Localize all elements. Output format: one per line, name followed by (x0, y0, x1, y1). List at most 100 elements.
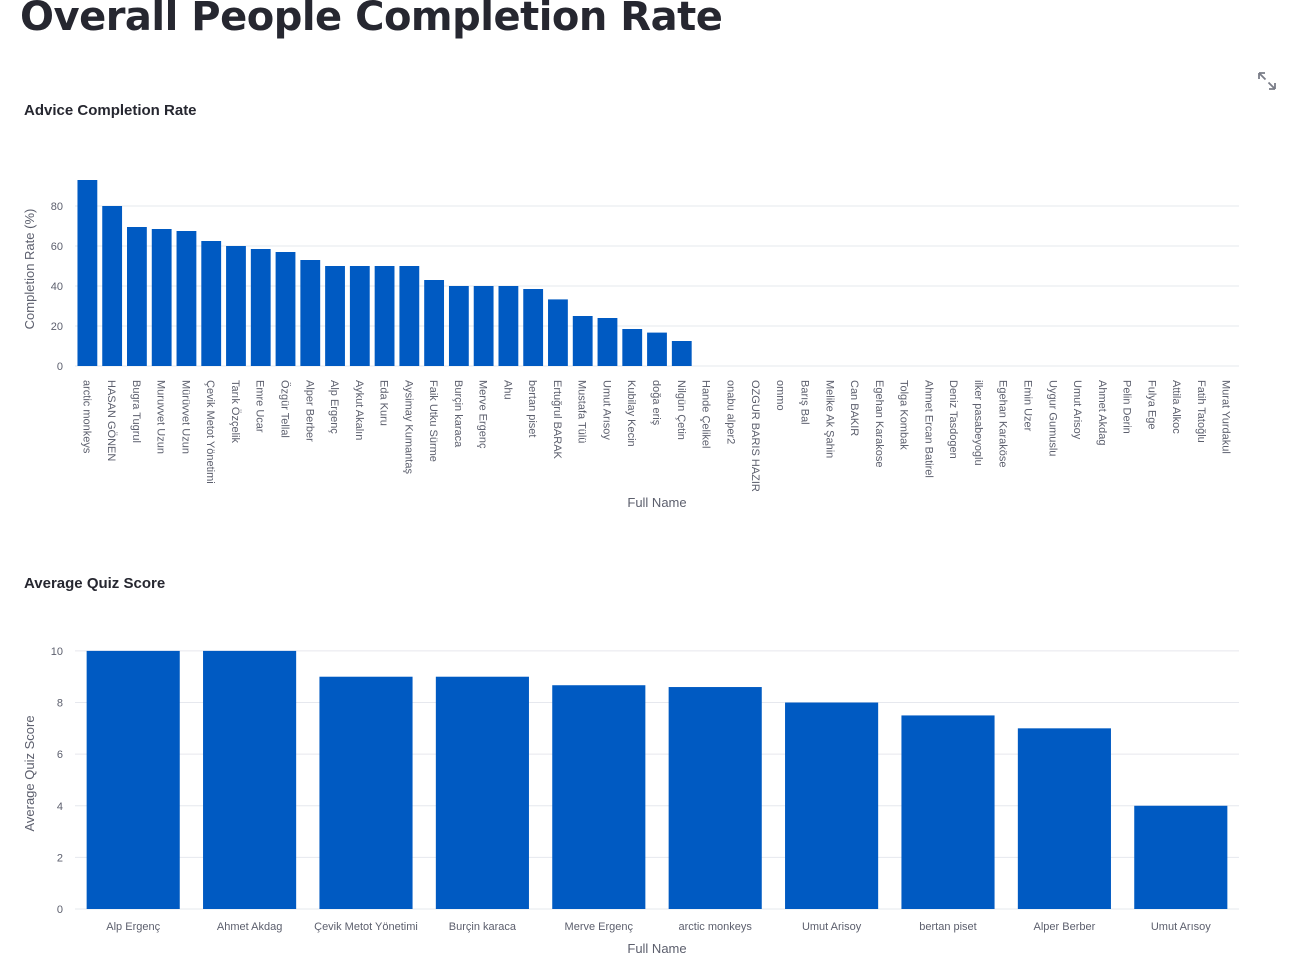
bar[interactable] (77, 180, 98, 366)
x-tick-label: Tarık Özçelik (229, 380, 241, 443)
bar[interactable] (435, 676, 529, 909)
x-tick-label: Aysimay Kumantaş (402, 380, 414, 474)
y-tick-label: 80 (51, 201, 63, 213)
y-tick-label: 60 (51, 241, 63, 253)
x-tick-label: Umut Arısoy (600, 380, 612, 440)
x-tick-label: Mustafa Tülü (576, 380, 588, 443)
x-tick-label: Pelin Derin (1121, 380, 1133, 434)
bar[interactable] (647, 332, 667, 366)
x-tick-label: Attila Alkoc (1170, 380, 1182, 434)
bar[interactable] (552, 685, 646, 909)
y-tick-label: 6 (57, 749, 63, 761)
x-tick-label: Ahmet Akdag (217, 921, 282, 933)
bar[interactable] (473, 286, 494, 366)
bar[interactable] (671, 341, 692, 366)
x-tick-label: Ahmet Ercan Batirel (922, 380, 934, 478)
x-tick-label: HASAN GÖNEN (105, 380, 117, 461)
y-tick-label: 8 (57, 698, 63, 710)
x-tick-label: Emre Ucar (254, 380, 266, 433)
x-tick-label: Kubilay Kecin (625, 380, 637, 447)
x-tick-label: Ahmet Akdag (1096, 380, 1108, 445)
x-tick-label: ommo (774, 380, 786, 411)
bar[interactable] (226, 246, 246, 366)
bar[interactable] (668, 687, 762, 909)
x-tick-label: Alper Berber (303, 380, 315, 442)
bar[interactable] (86, 650, 180, 909)
x-tick-label: Umut Arısoy (1151, 921, 1211, 933)
x-tick-label: arctic monkeys (679, 921, 753, 933)
bar[interactable] (901, 715, 995, 909)
y-tick-label: 2 (57, 852, 63, 864)
x-tick-label: Emin Uzer (1021, 380, 1033, 432)
x-tick-label: Merve Ergenç (565, 921, 634, 933)
x-tick-label: Umut Arisoy (1071, 380, 1083, 440)
fullscreen-expand-icon[interactable] (1256, 70, 1278, 92)
bar[interactable] (203, 650, 297, 909)
x-tick-label: Ahu (501, 380, 513, 400)
bar[interactable] (1134, 805, 1228, 909)
y-tick-label: 10 (51, 646, 63, 658)
x-tick-label: Özgür Tellal (279, 380, 291, 438)
bar[interactable] (325, 266, 345, 366)
bar[interactable] (424, 280, 445, 366)
x-tick-label: Faik Utku Sürme (427, 380, 439, 462)
bar[interactable] (127, 227, 147, 366)
x-tick-label: Egehan Karakose (873, 380, 885, 467)
bar[interactable] (374, 266, 395, 366)
average-quiz-score-chart: 0 2 4 6 8 10 Alp Ergenç Ahmet Akdag Çevik Metot … (22, 646, 1239, 956)
bar[interactable] (548, 299, 568, 366)
x-tick-label: Ertuğrul BARAK (551, 380, 563, 460)
x-tick-label: bertan piset (526, 380, 538, 437)
x-tick-label: Uygur Gumuslu (1046, 380, 1058, 456)
x-tick-label: Çevik Metot Yönetimi (314, 921, 418, 933)
x-tick-label: Melike Ak Şahin (823, 380, 835, 458)
bar[interactable] (523, 289, 544, 366)
x-tick-label: arctic monkeys (80, 380, 92, 454)
x-tick-label: onabu alper2 (724, 380, 736, 444)
x-tick-label: Deniz Tasdogen (947, 380, 959, 459)
x-tick-label: Hande Çelikel (700, 380, 712, 448)
x-tick-label: Çevik Metot Yönetimi (204, 380, 216, 484)
advice-chart-title: Advice Completion Rate (24, 102, 197, 119)
bar[interactable] (275, 252, 296, 366)
bar[interactable] (319, 676, 413, 909)
x-tick-label: Eda Kuru (378, 380, 390, 426)
x-tick-label: Egehan Karaköse (997, 380, 1009, 467)
bar[interactable] (250, 249, 271, 366)
bar[interactable] (622, 329, 643, 366)
y-tick-label: 20 (51, 321, 63, 333)
x-tick-label: Burçin karaca (449, 921, 517, 933)
x-tick-label: doğa eriş (650, 380, 662, 426)
x-axis-title: Full Name (627, 495, 686, 510)
x-tick-label: Burçin karaca (452, 380, 464, 448)
x-tick-label: Tolga Kombak (898, 380, 910, 450)
bar[interactable] (399, 266, 420, 366)
bar[interactable] (498, 286, 519, 366)
x-tick-label: Murat Yurdakul (1220, 380, 1232, 454)
bar[interactable] (572, 316, 593, 366)
bar[interactable] (597, 318, 618, 366)
bar[interactable] (300, 260, 321, 366)
y-tick-label: 0 (57, 361, 63, 373)
bar[interactable] (1017, 728, 1111, 909)
y-axis-title: Average Quiz Score (22, 715, 37, 831)
x-tick-label: Can BAKIR (848, 380, 860, 436)
x-tick-label: Alp Ergenç (106, 921, 160, 933)
bar[interactable] (151, 229, 172, 366)
x-tick-label: Bugra Tugrul (130, 380, 142, 443)
x-tick-label: Mürüvvet Uzun (179, 380, 191, 454)
x-tick-label: Merve Ergenç (477, 380, 489, 449)
x-tick-label: ilker pasabeyoglu (972, 380, 984, 466)
advice-completion-chart: 0 20 40 60 80 arctic monkeys HASAN GÖNEN Bugra … (22, 180, 1239, 510)
x-tick-label: Alp Ergenç (328, 380, 340, 434)
y-axis-title: Completion Rate (%) (22, 209, 37, 330)
y-tick-label: 0 (57, 904, 63, 916)
bar[interactable] (785, 702, 879, 909)
bar[interactable] (176, 231, 197, 366)
x-tick-label: bertan piset (919, 921, 976, 933)
bar[interactable] (201, 241, 222, 366)
bar[interactable] (448, 286, 469, 366)
bar[interactable] (349, 266, 370, 366)
y-tick-label: 4 (57, 801, 63, 813)
bar[interactable] (102, 206, 123, 366)
